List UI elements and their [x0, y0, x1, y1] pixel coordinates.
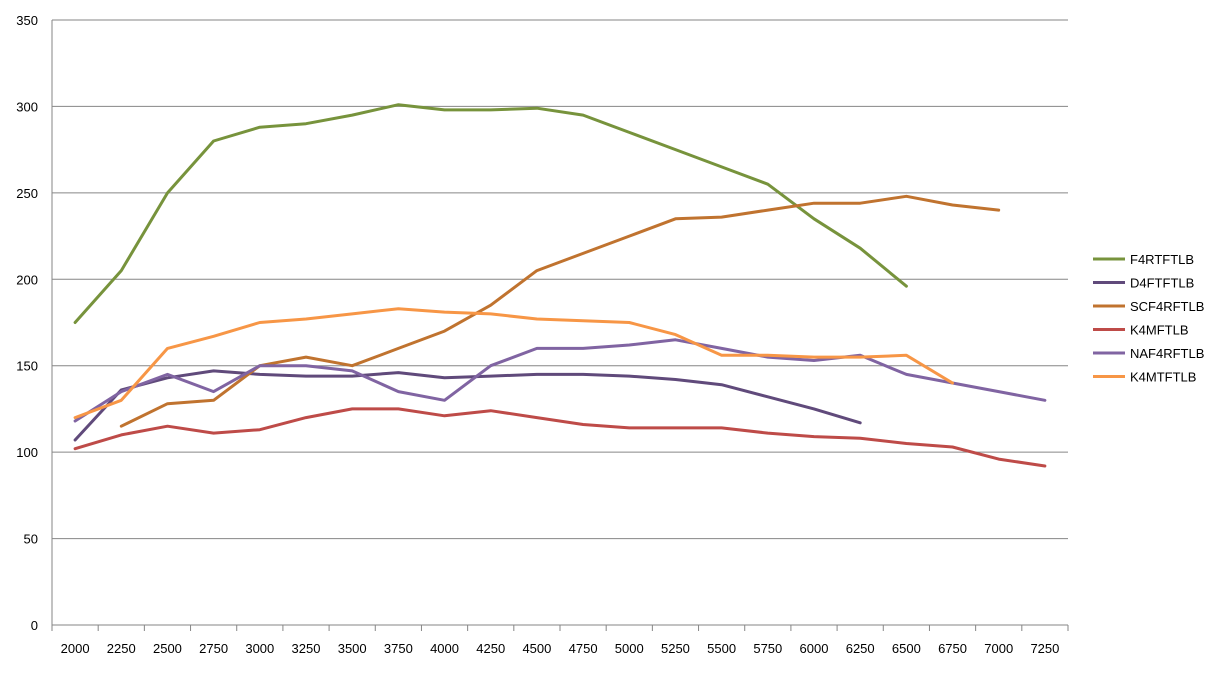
- legend: F4RTFTLB D4FTFTLB SCF4RFTLB K4MFTLB NAF4RFTL…: [1093, 252, 1204, 385]
- x-tick-label: 5250: [661, 641, 690, 656]
- y-tick-label: 300: [16, 99, 38, 114]
- y-tick-label: 350: [16, 13, 38, 28]
- x-tick-label: 6750: [938, 641, 967, 656]
- x-tick-label: 4000: [430, 641, 459, 656]
- y-tick-label: 0: [31, 618, 38, 633]
- x-tick-label: 5500: [707, 641, 736, 656]
- x-tick-label: 3000: [245, 641, 274, 656]
- x-tick-label: 6250: [846, 641, 875, 656]
- x-tick-label: 7250: [1030, 641, 1059, 656]
- x-tick-label: 2250: [107, 641, 136, 656]
- legend-label: F4RTFTLB: [1130, 252, 1194, 267]
- series-line-naf4rftlb: [73, 338, 1047, 423]
- axes: 0 50 100 150 200 250 300 350 2000 2250 2500 2750 300…: [16, 13, 1069, 656]
- series-line-scf4rftlb: [119, 194, 1001, 428]
- x-tick-label: 3500: [338, 641, 367, 656]
- series-lines: [73, 103, 1047, 468]
- x-tick-label: 2750: [199, 641, 228, 656]
- x-tick-label: 3250: [292, 641, 321, 656]
- x-tick-label: 3750: [384, 641, 413, 656]
- series-line-f4rtftlb: [73, 103, 908, 324]
- legend-label: D4FTFTLB: [1130, 276, 1194, 291]
- x-tick-label: 5750: [753, 641, 782, 656]
- y-tick-label: 200: [16, 272, 38, 287]
- x-tick-label: 4750: [569, 641, 598, 656]
- x-tick-label: 2000: [61, 641, 90, 656]
- x-tick-label: 6500: [892, 641, 921, 656]
- y-tick-label: 50: [24, 532, 38, 547]
- x-tick-label: 2500: [153, 641, 182, 656]
- series-line-k4mftlb: [73, 407, 1047, 468]
- x-tick-label: 4250: [476, 641, 505, 656]
- x-tick-label: 4500: [522, 641, 551, 656]
- x-tick-label: 6000: [800, 641, 829, 656]
- x-tick-label: 7000: [984, 641, 1013, 656]
- y-tick-label: 150: [16, 359, 38, 374]
- legend-label: SCF4RFTLB: [1130, 299, 1204, 314]
- x-tick-label: 5000: [615, 641, 644, 656]
- y-tick-label: 250: [16, 186, 38, 201]
- series-line-k4mtftlb: [73, 307, 954, 420]
- y-tick-label: 100: [16, 445, 38, 460]
- legend-label: K4MTFTLB: [1130, 370, 1196, 385]
- series-line-d4ftftlb: [73, 369, 862, 442]
- gridlines: [52, 19, 1068, 540]
- legend-label: K4MFTLB: [1130, 323, 1189, 338]
- legend-label: NAF4RFTLB: [1130, 346, 1204, 361]
